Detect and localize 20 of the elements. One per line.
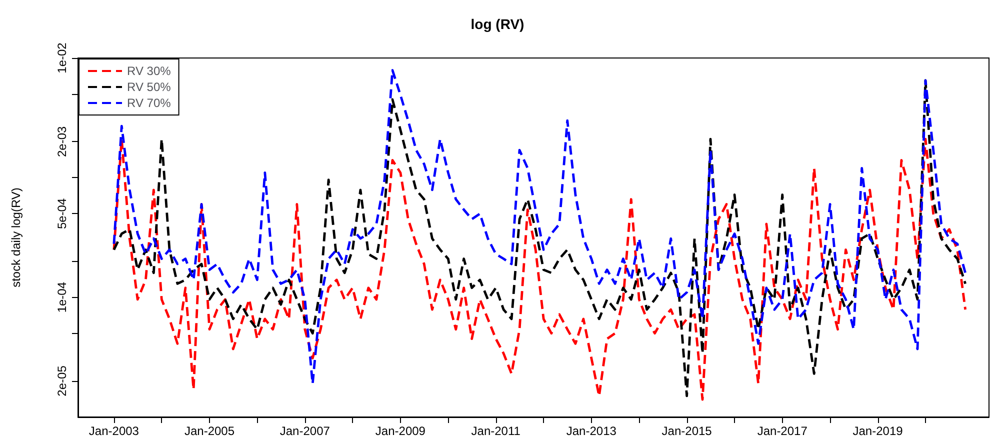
x-tick-label: Jan-2013 <box>566 424 617 438</box>
x-tick-label: Jan-2009 <box>375 424 426 438</box>
y-tick-label: 1e-04 <box>55 282 69 313</box>
legend-label: RV 70% <box>127 96 172 110</box>
y-tick-label: 1e-02 <box>55 42 69 74</box>
x-tick-label: Jan-2003 <box>88 424 140 438</box>
x-tick-label: Jan-2019 <box>852 424 904 438</box>
y-axis-title: stock daily log(RV) <box>9 188 23 288</box>
legend-label: RV 50% <box>127 80 172 94</box>
x-tick-label: Jan-2005 <box>184 424 235 438</box>
legend-label: RV 30% <box>127 64 172 78</box>
y-tick-label: 2e-05 <box>55 365 69 396</box>
x-tick-label: Jan-2011 <box>471 424 521 438</box>
x-tick-label: Jan-2015 <box>662 424 712 438</box>
chart-title: log (RV) <box>470 16 524 32</box>
x-tick-label: Jan-2017 <box>757 424 808 438</box>
y-tick-label: 2e-03 <box>55 126 69 157</box>
x-tick-label: Jan-2007 <box>280 424 330 438</box>
line-series <box>112 138 967 401</box>
y-tick-label: 5e-04 <box>55 198 69 230</box>
